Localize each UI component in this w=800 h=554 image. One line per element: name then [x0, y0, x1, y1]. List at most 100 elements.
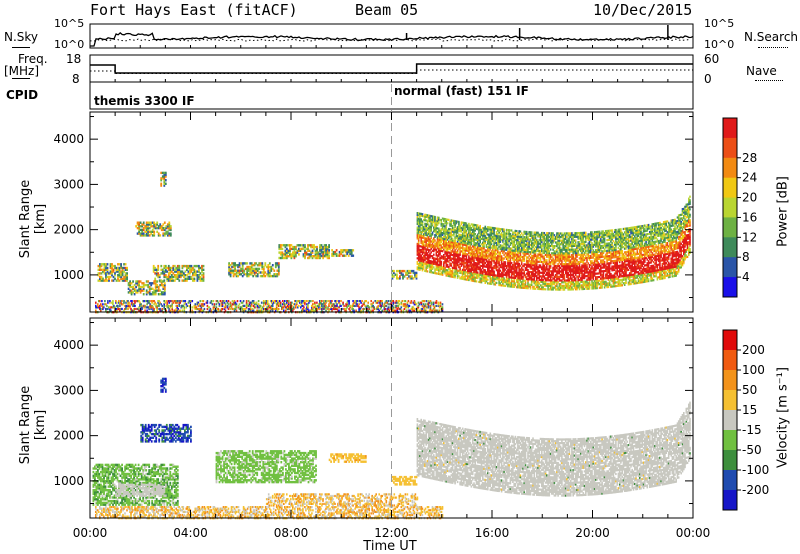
power-cell	[425, 230, 427, 233]
power-cell	[425, 268, 427, 271]
power-cell	[492, 246, 494, 249]
power-cell	[484, 274, 487, 277]
power-cell	[618, 253, 621, 256]
power-cell	[440, 228, 443, 231]
power-cell	[465, 274, 468, 278]
power-cell	[417, 268, 420, 271]
power-cell	[435, 266, 438, 269]
power-cell	[482, 254, 484, 257]
power-cell	[502, 282, 504, 285]
power-cell	[463, 249, 465, 252]
power-cell	[494, 265, 497, 268]
power-cell	[430, 233, 432, 236]
power-cell	[487, 267, 489, 270]
power-cell	[498, 229, 500, 232]
power-cell	[441, 242, 444, 245]
power-cell	[426, 228, 429, 231]
power-cell	[450, 262, 453, 265]
power-cell	[647, 278, 650, 281]
power-cell	[504, 237, 507, 240]
power-cell	[485, 229, 488, 232]
power-cell	[431, 271, 434, 274]
power-cell	[463, 261, 465, 264]
power-cell	[497, 274, 499, 277]
power-cell	[495, 227, 498, 230]
power-cell	[444, 238, 446, 241]
power-cell	[424, 224, 426, 227]
power-cell	[507, 259, 509, 262]
power-cell	[445, 243, 448, 246]
power-cell	[482, 259, 484, 262]
power-cell	[458, 222, 460, 225]
power-cell	[489, 246, 492, 249]
power-cell	[468, 278, 470, 282]
power-cell	[426, 234, 429, 237]
power-cell	[441, 266, 444, 269]
power-cell	[474, 256, 476, 259]
power-cell	[482, 232, 484, 235]
power-cell	[503, 264, 505, 267]
power-cell	[488, 282, 490, 285]
power-cell	[494, 267, 497, 270]
power-cell	[505, 239, 508, 242]
power-cell	[426, 243, 429, 246]
power-cell	[420, 256, 422, 259]
power-cell	[434, 239, 436, 242]
power-cell	[426, 252, 429, 255]
power-cell	[489, 232, 492, 235]
power-cell	[431, 215, 434, 218]
power-cell	[454, 250, 456, 254]
power-cell	[488, 244, 490, 247]
power-cell	[475, 256, 478, 259]
power-cell	[416, 260, 419, 264]
power-cell	[470, 237, 473, 240]
power-cell	[484, 258, 487, 261]
power-cell	[436, 259, 439, 263]
power-cell	[434, 261, 436, 264]
power-cell	[461, 247, 464, 250]
power-cell	[490, 273, 493, 276]
power-cell	[479, 271, 481, 275]
power-cell	[429, 234, 431, 237]
power-cell	[440, 240, 443, 243]
power-cell	[485, 274, 488, 277]
power-cell	[445, 272, 448, 275]
power-cell	[425, 253, 427, 256]
power-cell	[424, 222, 426, 225]
power-cell	[425, 232, 427, 235]
power-cell	[424, 239, 426, 242]
power-cell	[427, 219, 430, 223]
power-cell	[502, 246, 504, 249]
power-cell	[458, 229, 460, 233]
power-cell	[424, 217, 426, 220]
power-cell	[473, 247, 475, 250]
power-cell	[478, 231, 480, 235]
power-cell	[429, 256, 431, 259]
power-cell	[435, 272, 438, 275]
power-cell	[421, 247, 424, 250]
power-cell	[476, 266, 479, 269]
power-cell	[466, 228, 469, 231]
power-cell	[478, 268, 480, 271]
power-cell	[443, 232, 445, 235]
power-cell	[461, 243, 464, 246]
power-cell	[498, 269, 500, 272]
power-cell	[426, 226, 429, 230]
power-cell	[459, 242, 461, 246]
power-cell	[520, 232, 523, 235]
power-cell	[438, 269, 440, 272]
power-cell	[497, 269, 499, 272]
power-cell	[463, 278, 465, 281]
power-cell	[451, 239, 454, 242]
power-cell	[487, 255, 489, 258]
power-cell	[426, 245, 429, 248]
power-cell	[425, 219, 427, 222]
power-cell	[435, 225, 438, 228]
power-cell	[489, 277, 492, 280]
power-cell	[420, 241, 422, 244]
power-cell	[454, 223, 456, 226]
power-cell	[500, 262, 503, 265]
power-cell	[473, 232, 475, 235]
power-cell	[449, 275, 451, 278]
power-cell	[502, 284, 504, 287]
